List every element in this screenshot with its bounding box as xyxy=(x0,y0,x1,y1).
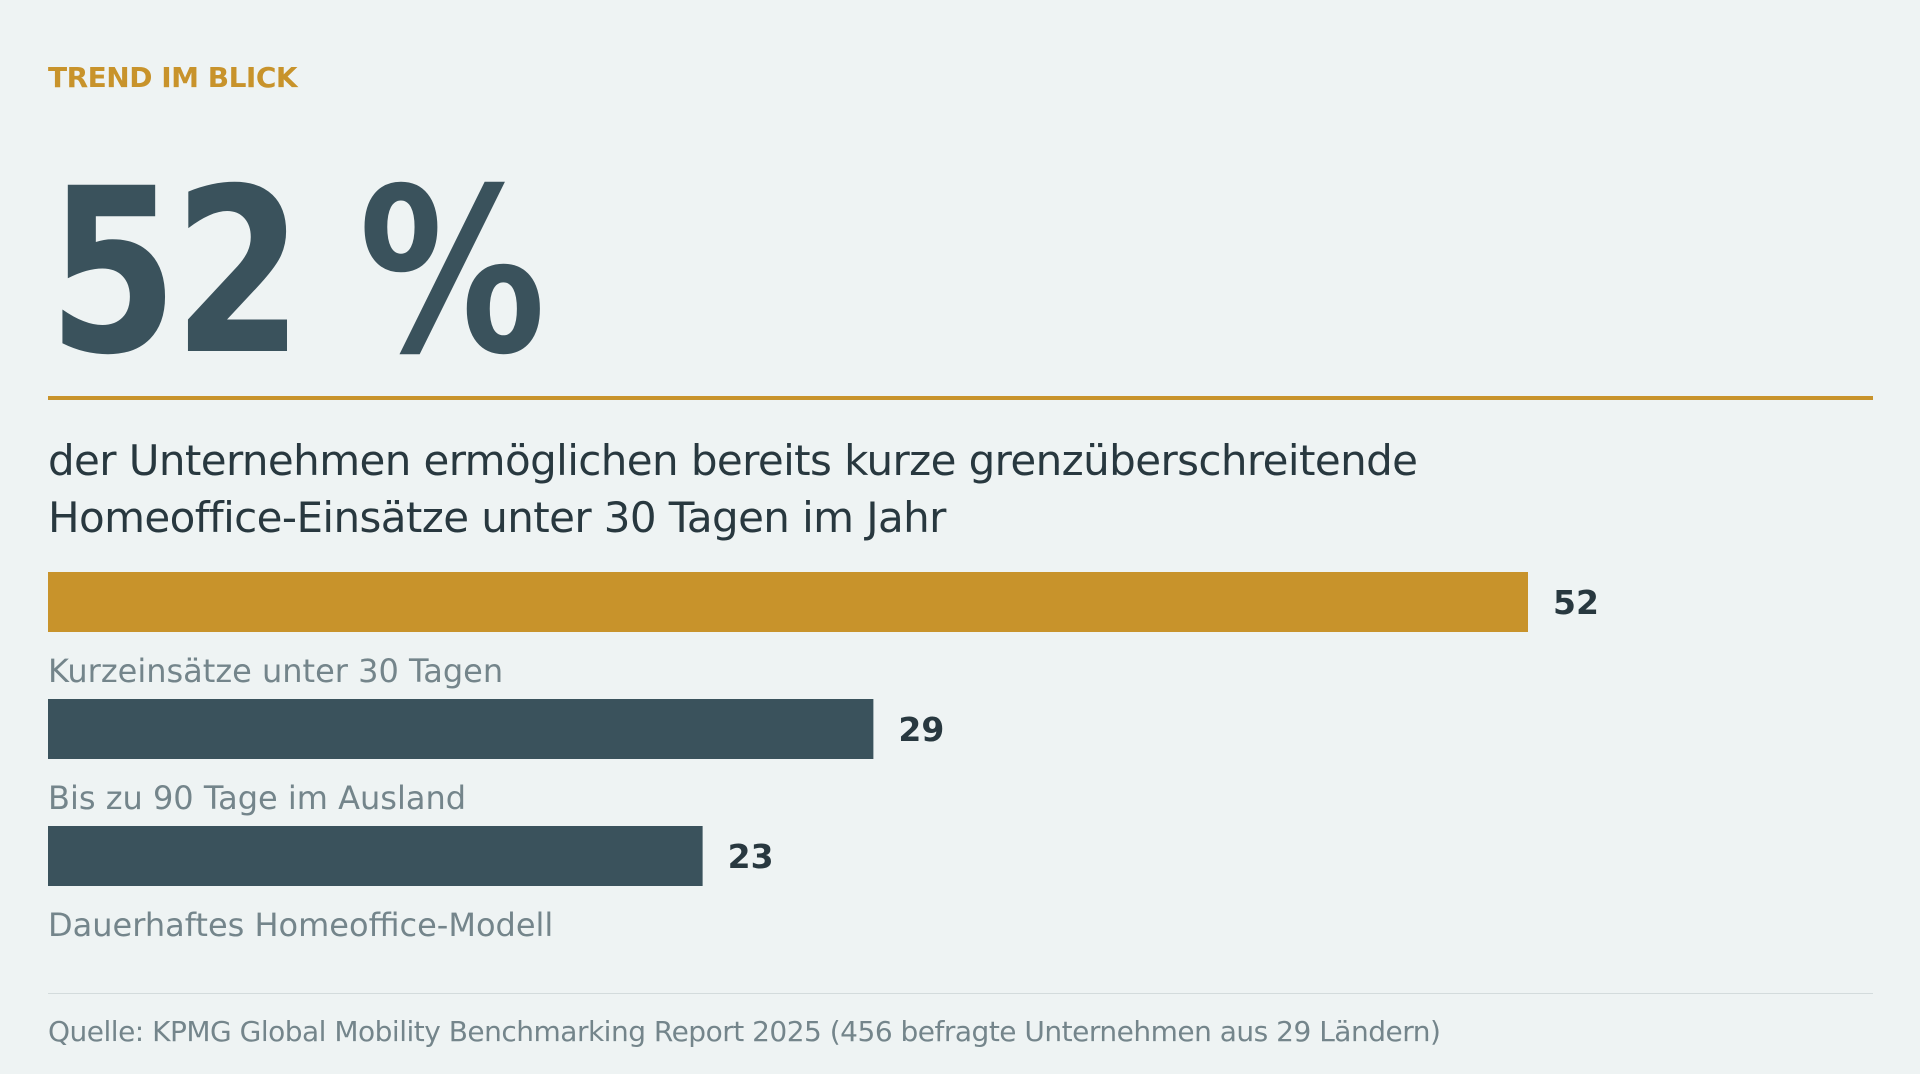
category-label-3: Dauerhaftes Homeoffice-Modell xyxy=(48,906,553,944)
subtitle-line-1: der Unternehmen ermöglichen bereits kurz… xyxy=(48,436,1418,485)
subtitle-line-2: Homeoffice-Einsätze unter 30 Tagen im Ja… xyxy=(48,493,946,542)
kicker-label: TREND IM BLICK xyxy=(48,61,298,94)
bar-value-label-3: 23 xyxy=(728,837,774,876)
bar-2 xyxy=(48,699,874,759)
source-note: Quelle: KPMG Global Mobility Benchmarkin… xyxy=(48,1015,1441,1048)
headline-statistic: 52 % xyxy=(48,139,546,405)
accent-divider xyxy=(48,396,1873,400)
bar-3 xyxy=(48,826,703,886)
category-label-1: Kurzeinsätze unter 30 Tagen xyxy=(48,652,503,690)
bar-chart: 52 Kurzeinsätze unter 30 Tagen 29 Bis zu 90… xyxy=(48,572,1873,952)
bar-value-label-1: 52 xyxy=(1553,583,1599,622)
category-label-2: Bis zu 90 Tage im Ausland xyxy=(48,779,466,817)
bar-chart-svg: 52 Kurzeinsätze unter 30 Tagen 29 Bis zu 90… xyxy=(48,572,1599,944)
bar-1 xyxy=(48,572,1528,632)
subtitle: der Unternehmen ermöglichen bereits kurz… xyxy=(48,432,1748,546)
footer-divider xyxy=(48,993,1873,994)
bar-value-label-2: 29 xyxy=(898,710,944,749)
